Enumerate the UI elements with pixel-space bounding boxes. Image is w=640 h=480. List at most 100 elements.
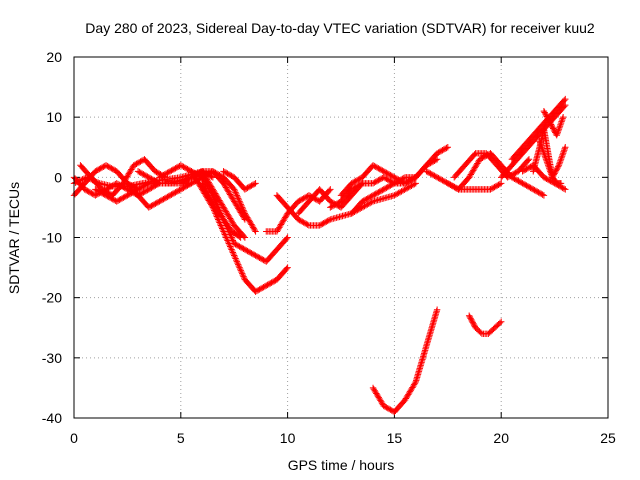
data-point bbox=[96, 165, 103, 173]
data-point bbox=[202, 171, 210, 179]
data-point bbox=[202, 186, 209, 194]
data-point bbox=[237, 199, 244, 207]
data-point bbox=[141, 182, 148, 189]
data-point bbox=[519, 180, 526, 187]
data-point bbox=[177, 186, 184, 193]
data-point bbox=[561, 97, 568, 104]
data-point bbox=[409, 181, 417, 189]
data-point bbox=[235, 196, 243, 204]
data-point bbox=[439, 177, 446, 184]
data-point bbox=[220, 168, 227, 175]
data-point bbox=[178, 162, 186, 170]
data-point bbox=[237, 201, 245, 208]
data-point bbox=[140, 171, 147, 178]
data-point bbox=[284, 234, 291, 241]
data-point bbox=[141, 188, 148, 195]
data-point bbox=[79, 176, 86, 183]
data-point bbox=[321, 219, 329, 226]
data-point bbox=[210, 201, 217, 208]
data-point bbox=[375, 165, 382, 172]
data-point bbox=[541, 151, 548, 158]
data-point bbox=[396, 188, 404, 196]
data-point bbox=[283, 265, 290, 272]
data-point bbox=[219, 226, 227, 234]
data-point bbox=[234, 259, 241, 267]
data-point bbox=[384, 183, 391, 191]
data-point bbox=[146, 203, 154, 210]
data-point bbox=[384, 405, 391, 412]
data-point bbox=[369, 180, 377, 187]
data-point bbox=[492, 183, 500, 190]
data-point bbox=[549, 174, 556, 181]
data-point bbox=[559, 150, 567, 157]
data-point bbox=[373, 177, 381, 185]
data-point bbox=[509, 171, 517, 178]
data-point bbox=[201, 185, 209, 192]
data-point bbox=[406, 183, 414, 190]
data-point bbox=[149, 176, 156, 183]
data-point bbox=[200, 182, 207, 190]
data-point bbox=[172, 189, 179, 196]
data-point bbox=[543, 159, 551, 166]
data-point bbox=[325, 217, 333, 224]
data-point bbox=[251, 226, 258, 234]
data-point bbox=[402, 185, 409, 193]
x-tick-labels: 0 5 10 15 20 25 bbox=[70, 430, 616, 446]
data-point bbox=[157, 197, 164, 204]
data-point bbox=[444, 144, 451, 151]
data-point bbox=[225, 171, 233, 178]
data-point bbox=[117, 182, 124, 189]
y-tick-label: -10 bbox=[42, 230, 62, 246]
data-point bbox=[429, 171, 437, 179]
data-point bbox=[196, 169, 203, 177]
data-point bbox=[295, 198, 302, 205]
data-point bbox=[209, 168, 217, 175]
data-point bbox=[400, 174, 407, 182]
x-axis-label: GPS time / hours bbox=[288, 457, 395, 473]
data-point bbox=[364, 195, 371, 202]
data-point bbox=[365, 194, 373, 201]
data-point bbox=[444, 180, 451, 187]
y-tick-label: -40 bbox=[42, 410, 62, 426]
data-point bbox=[259, 256, 266, 263]
data-point bbox=[297, 217, 305, 225]
x-tick-label: 15 bbox=[387, 430, 403, 446]
data-point bbox=[399, 187, 407, 194]
data-point bbox=[104, 162, 111, 170]
data-point bbox=[207, 196, 214, 203]
data-point bbox=[140, 189, 147, 196]
data-point bbox=[547, 168, 554, 175]
data-point bbox=[109, 195, 116, 203]
data-point bbox=[228, 235, 236, 243]
data-point bbox=[433, 150, 441, 157]
data-point bbox=[372, 163, 379, 171]
data-point bbox=[385, 405, 393, 413]
data-point bbox=[238, 268, 245, 276]
data-point bbox=[169, 190, 176, 198]
data-point bbox=[138, 189, 146, 197]
data-point bbox=[557, 157, 564, 164]
data-point bbox=[214, 171, 222, 178]
data-point bbox=[252, 252, 259, 259]
data-point bbox=[531, 186, 538, 194]
data-point bbox=[448, 182, 456, 189]
data-point bbox=[241, 246, 249, 253]
data-point bbox=[138, 170, 146, 177]
data-point bbox=[235, 261, 242, 268]
data-point bbox=[558, 118, 565, 125]
data-point bbox=[205, 192, 212, 199]
data-point bbox=[423, 162, 430, 169]
data-point bbox=[224, 237, 231, 244]
data-point bbox=[445, 180, 453, 188]
data-point bbox=[349, 179, 357, 186]
data-point bbox=[164, 193, 171, 201]
data-point bbox=[557, 119, 565, 127]
data-point bbox=[328, 203, 335, 210]
data-point bbox=[401, 180, 409, 187]
data-point bbox=[237, 265, 244, 273]
data-point bbox=[177, 180, 184, 187]
data-point bbox=[181, 164, 189, 171]
data-point bbox=[160, 195, 167, 203]
data-point bbox=[470, 321, 478, 329]
data-point bbox=[391, 174, 398, 181]
